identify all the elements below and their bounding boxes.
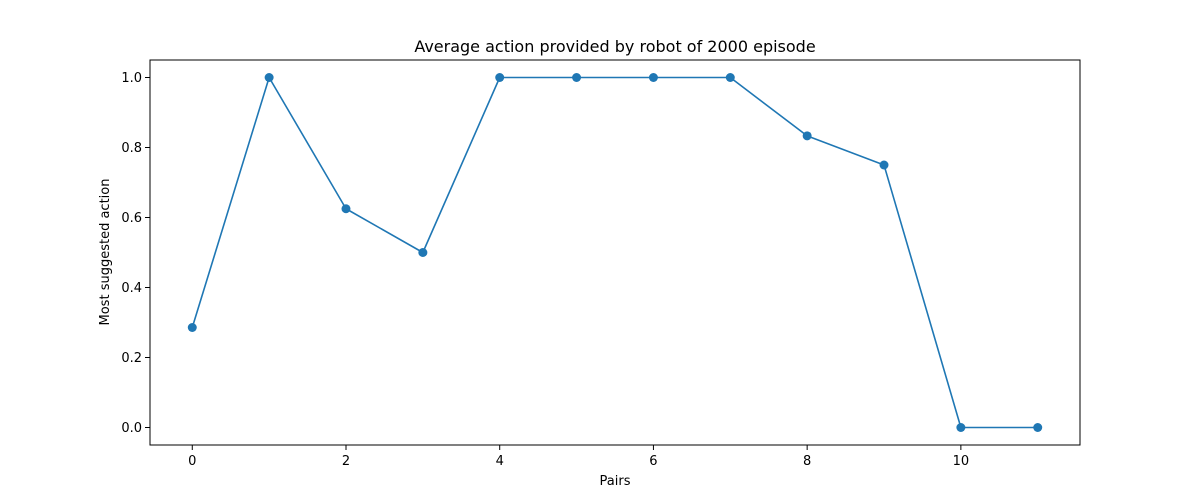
x-tick-label: 4 (496, 454, 504, 469)
data-point (725, 73, 735, 82)
data-point (802, 131, 812, 141)
plot-background (150, 60, 1080, 445)
data-point (187, 323, 197, 333)
y-tick-label: 0.0 (121, 421, 142, 436)
x-axis-label: Pairs (600, 474, 631, 489)
plot-frame (149, 59, 1081, 446)
data-point (956, 423, 966, 432)
y-tick-label: 0.2 (121, 351, 142, 366)
y-tick-label: 0.6 (121, 211, 142, 226)
y-tick-label: 0.8 (121, 141, 142, 156)
x-tick-label: 6 (649, 454, 657, 469)
y-axis-ticks: 0.0 0.2 0.4 0.6 0.8 1.0 (121, 71, 150, 436)
data-point (1033, 423, 1043, 432)
y-tick-label: 0.4 (121, 281, 142, 296)
series-line (191, 76, 1038, 429)
x-axis-ticks: 0 2 4 6 8 10 (188, 445, 969, 469)
data-point (495, 73, 505, 82)
chart-title: Average action provided by robot of 2000… (414, 37, 815, 56)
x-tick-label: 2 (342, 454, 350, 469)
x-tick-label: 8 (803, 454, 811, 469)
data-point (341, 204, 351, 214)
x-tick-label: 10 (953, 454, 970, 469)
data-point (648, 73, 658, 82)
series-layer (187, 73, 1043, 432)
y-axis-label: Most suggested action (98, 179, 113, 326)
data-point (572, 73, 582, 82)
x-tick-label: 0 (188, 454, 196, 469)
y-tick-label: 1.0 (121, 71, 142, 86)
data-point (879, 160, 889, 170)
data-point (418, 248, 428, 257)
data-point (264, 73, 274, 82)
